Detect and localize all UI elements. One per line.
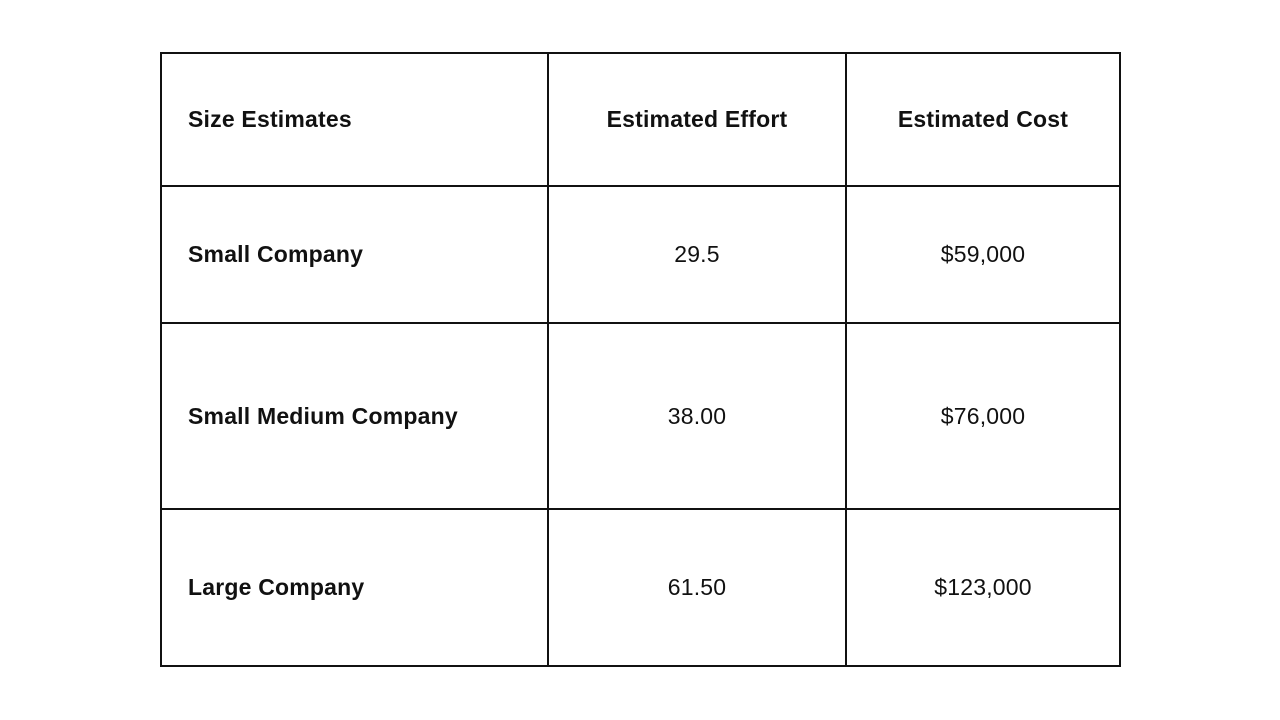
column-header-size-estimates: Size Estimates (162, 54, 549, 187)
column-header-estimated-effort: Estimated Effort (549, 54, 847, 187)
cost-large-company: $123,000 (847, 510, 1119, 665)
effort-small-medium-company: 38.00 (549, 324, 847, 510)
effort-small-company: 29.5 (549, 187, 847, 324)
cost-small-medium-company: $76,000 (847, 324, 1119, 510)
size-estimates-table: Size Estimates Estimated Effort Estimate… (160, 52, 1121, 667)
cost-small-company: $59,000 (847, 187, 1119, 324)
row-label-small-company: Small Company (162, 187, 549, 324)
row-label-large-company: Large Company (162, 510, 549, 665)
column-header-estimated-cost: Estimated Cost (847, 54, 1119, 187)
row-label-small-medium-company: Small Medium Company (162, 324, 549, 510)
effort-large-company: 61.50 (549, 510, 847, 665)
